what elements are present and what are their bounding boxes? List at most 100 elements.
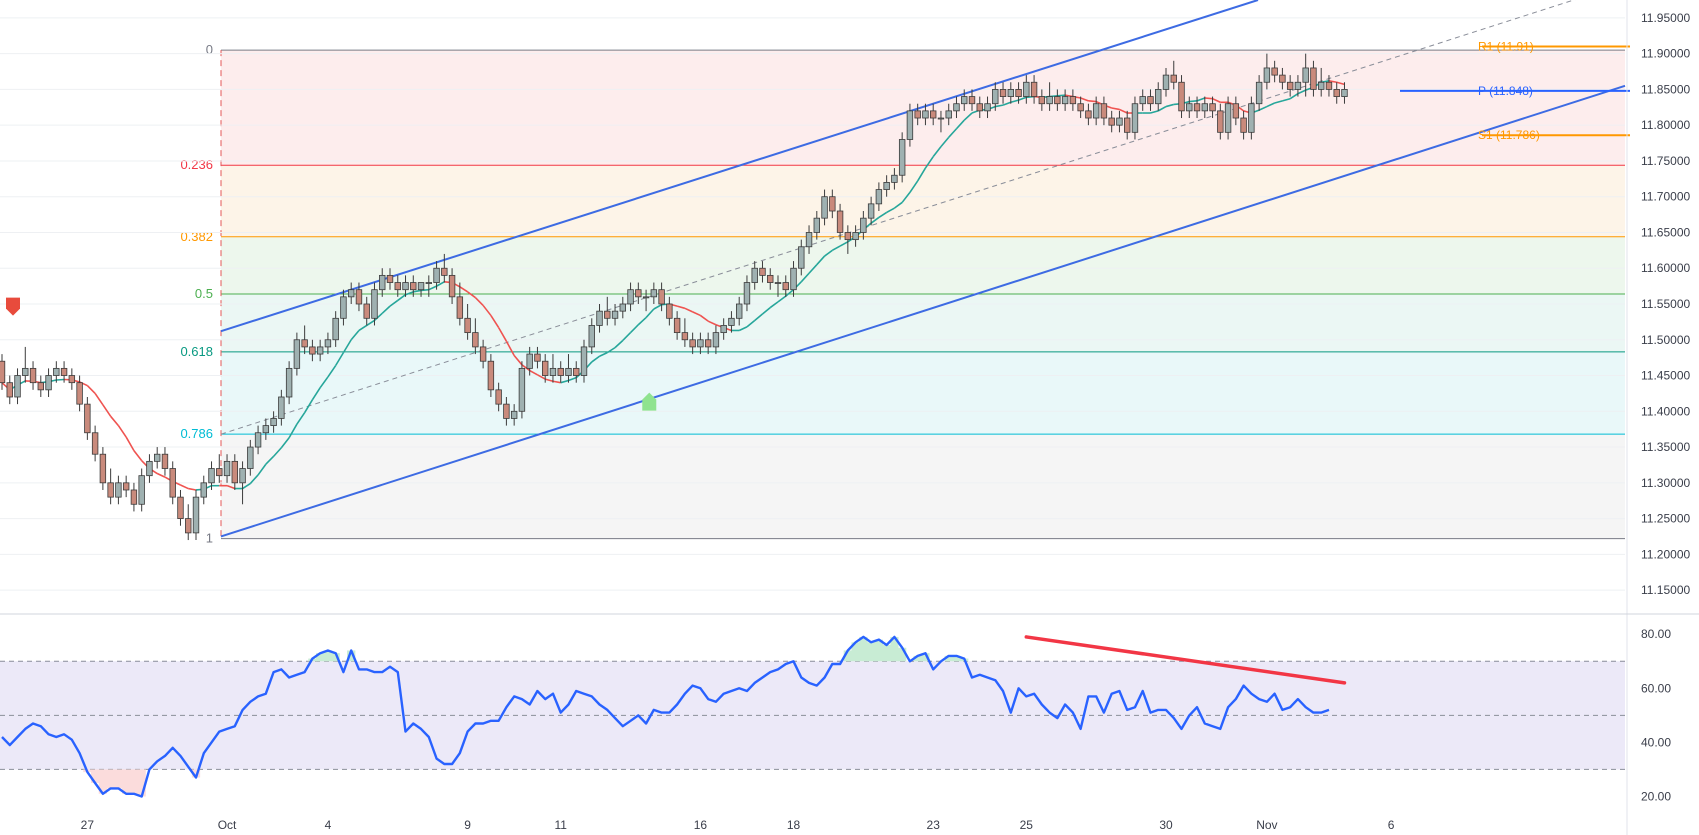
- candle: [1178, 75, 1185, 119]
- candle: [503, 396, 510, 426]
- candle: [332, 311, 339, 347]
- candle-body: [301, 339, 308, 348]
- moving-average-segment: [413, 289, 422, 293]
- moving-average-segment: [389, 299, 399, 307]
- time-axis-tick: 9: [464, 818, 471, 832]
- candle-body: [200, 482, 207, 498]
- moving-average-segment: [653, 304, 662, 310]
- moving-average-segment: [86, 384, 96, 394]
- candle-body: [487, 360, 495, 391]
- candle: [635, 282, 642, 304]
- candle: [223, 454, 231, 483]
- candle: [619, 296, 626, 319]
- candle-body: [1310, 67, 1317, 90]
- candle: [254, 425, 262, 455]
- candle-body: [557, 367, 564, 376]
- moving-average-segment: [645, 308, 655, 319]
- candle: [1046, 82, 1053, 111]
- moving-average-segment: [1088, 100, 1097, 103]
- moving-average-segment: [808, 264, 818, 274]
- candle-body: [185, 518, 192, 534]
- candle: [495, 382, 502, 412]
- price-axis-tick: 11.20000: [1641, 547, 1690, 561]
- candle: [0, 354, 6, 390]
- candle-body: [153, 453, 161, 462]
- candle-body: [844, 232, 852, 241]
- candle: [84, 396, 91, 440]
- fib-level-label: 0: [206, 42, 213, 57]
- moving-average-segment: [916, 167, 927, 182]
- candle-body: [425, 282, 432, 284]
- candle: [689, 332, 696, 355]
- candle-body: [1155, 89, 1162, 105]
- candle-body: [549, 367, 557, 376]
- candle: [301, 325, 308, 355]
- candle: [992, 82, 999, 111]
- candle-body: [1007, 89, 1014, 97]
- candle-body: [852, 232, 859, 241]
- candle: [177, 489, 184, 526]
- candle-body: [627, 289, 634, 305]
- candle-body: [1054, 96, 1061, 105]
- candle-body: [1038, 96, 1046, 105]
- candle-body: [805, 232, 813, 248]
- time-axis-tick: 25: [1020, 818, 1034, 832]
- candle-body: [1271, 67, 1278, 76]
- moving-average-segment: [381, 305, 391, 314]
- candle-body: [270, 418, 277, 426]
- candle: [99, 447, 107, 490]
- candle: [1186, 96, 1193, 119]
- candle: [394, 275, 401, 297]
- candle: [922, 103, 929, 126]
- moving-average-segment: [629, 324, 639, 334]
- candle-body: [588, 325, 595, 348]
- candle: [1108, 110, 1115, 133]
- candle-body: [961, 96, 968, 105]
- candle-body: [712, 332, 720, 348]
- candle-body: [386, 274, 394, 283]
- candle-body: [1077, 103, 1084, 112]
- candle-body: [68, 375, 76, 384]
- candle: [1100, 96, 1108, 126]
- candle: [1162, 67, 1170, 97]
- moving-average-segment: [311, 387, 321, 401]
- price-axis-tick: 11.70000: [1641, 190, 1690, 204]
- moving-average-segment: [769, 301, 779, 309]
- moving-average-segment: [692, 311, 701, 317]
- moving-average-segment: [560, 379, 569, 384]
- moving-average-segment: [901, 191, 911, 203]
- candle-body: [309, 346, 316, 355]
- candle: [961, 89, 968, 111]
- candle-body: [1294, 81, 1302, 90]
- candle: [1155, 82, 1162, 111]
- moving-average-segment: [777, 295, 787, 303]
- moving-average-segment: [180, 484, 189, 490]
- moving-average-segment: [1266, 102, 1275, 108]
- moving-average-segment: [350, 329, 360, 341]
- moving-average-segment: [342, 339, 352, 354]
- candle-body: [759, 267, 766, 276]
- moving-average-segment: [924, 156, 934, 169]
- candle: [130, 482, 138, 512]
- candle-body: [782, 282, 789, 291]
- candle: [316, 339, 324, 362]
- time-axis-tick: 11: [554, 818, 567, 832]
- candle: [285, 361, 293, 405]
- moving-average-segment: [1258, 105, 1268, 111]
- candle-body: [231, 460, 238, 484]
- moving-average-segment: [1150, 110, 1159, 114]
- candle: [883, 175, 890, 197]
- pivot-label: P (11.848): [1478, 84, 1533, 98]
- time-axis-tick: 16: [694, 818, 708, 832]
- candle-body: [278, 396, 285, 419]
- candle: [1116, 110, 1123, 133]
- candle: [37, 375, 44, 397]
- candle: [6, 375, 13, 405]
- candle-body: [681, 332, 689, 341]
- candle: [937, 110, 945, 133]
- moving-average-segment: [824, 249, 833, 257]
- candle-body: [836, 210, 844, 233]
- candle: [45, 368, 52, 397]
- candle: [1085, 103, 1092, 126]
- moving-average-segment: [614, 339, 624, 349]
